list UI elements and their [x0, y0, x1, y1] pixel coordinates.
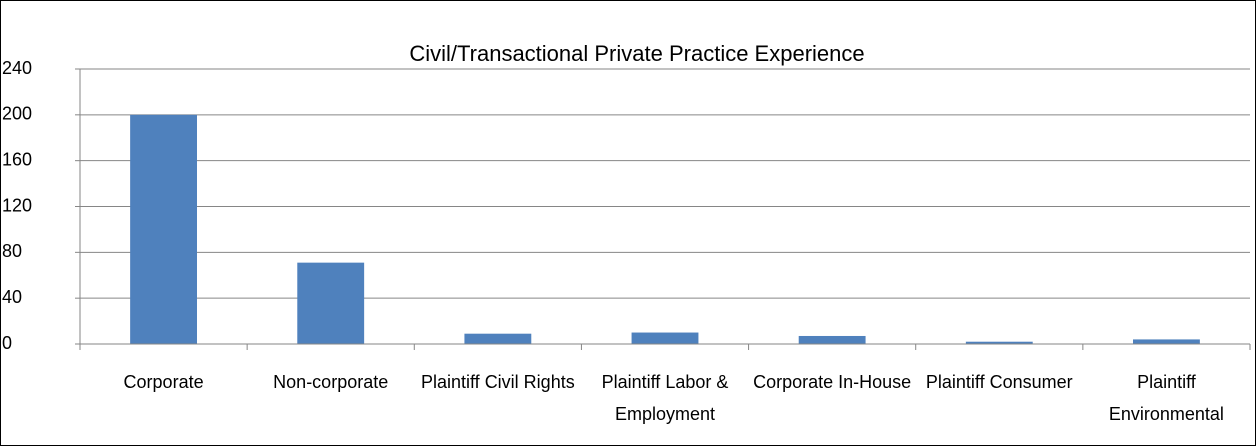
chart-title: Civil/Transactional Private Practice Exp…: [409, 41, 864, 66]
x-tick-label: Plaintiff Labor & Employment: [601, 372, 729, 424]
bar: [965, 341, 1033, 344]
bar: [1133, 339, 1200, 344]
x-tick-label: Plaintiff Environmental: [1108, 372, 1224, 424]
y-tick-label: 200: [2, 104, 32, 124]
bar: [297, 262, 365, 344]
x-tick-label: Plaintiff Civil Rights: [420, 372, 575, 392]
y-tick-label: 160: [2, 149, 32, 169]
x-tick-label: Non-corporate: [273, 372, 389, 392]
x-tick-label: Corporate: [123, 372, 204, 392]
y-tick-label: 120: [2, 195, 32, 215]
bar: [798, 335, 866, 344]
bar: [631, 332, 699, 344]
bar: [464, 333, 532, 344]
x-tick-label: Corporate In-House: [753, 372, 912, 392]
y-tick-label: 240: [2, 58, 32, 78]
y-tick-label: 0: [2, 333, 12, 353]
x-tick-label: Plaintiff Consumer: [925, 372, 1073, 392]
bar: [130, 114, 197, 344]
y-tick-label: 80: [2, 241, 22, 261]
y-tick-label: 40: [2, 287, 22, 307]
